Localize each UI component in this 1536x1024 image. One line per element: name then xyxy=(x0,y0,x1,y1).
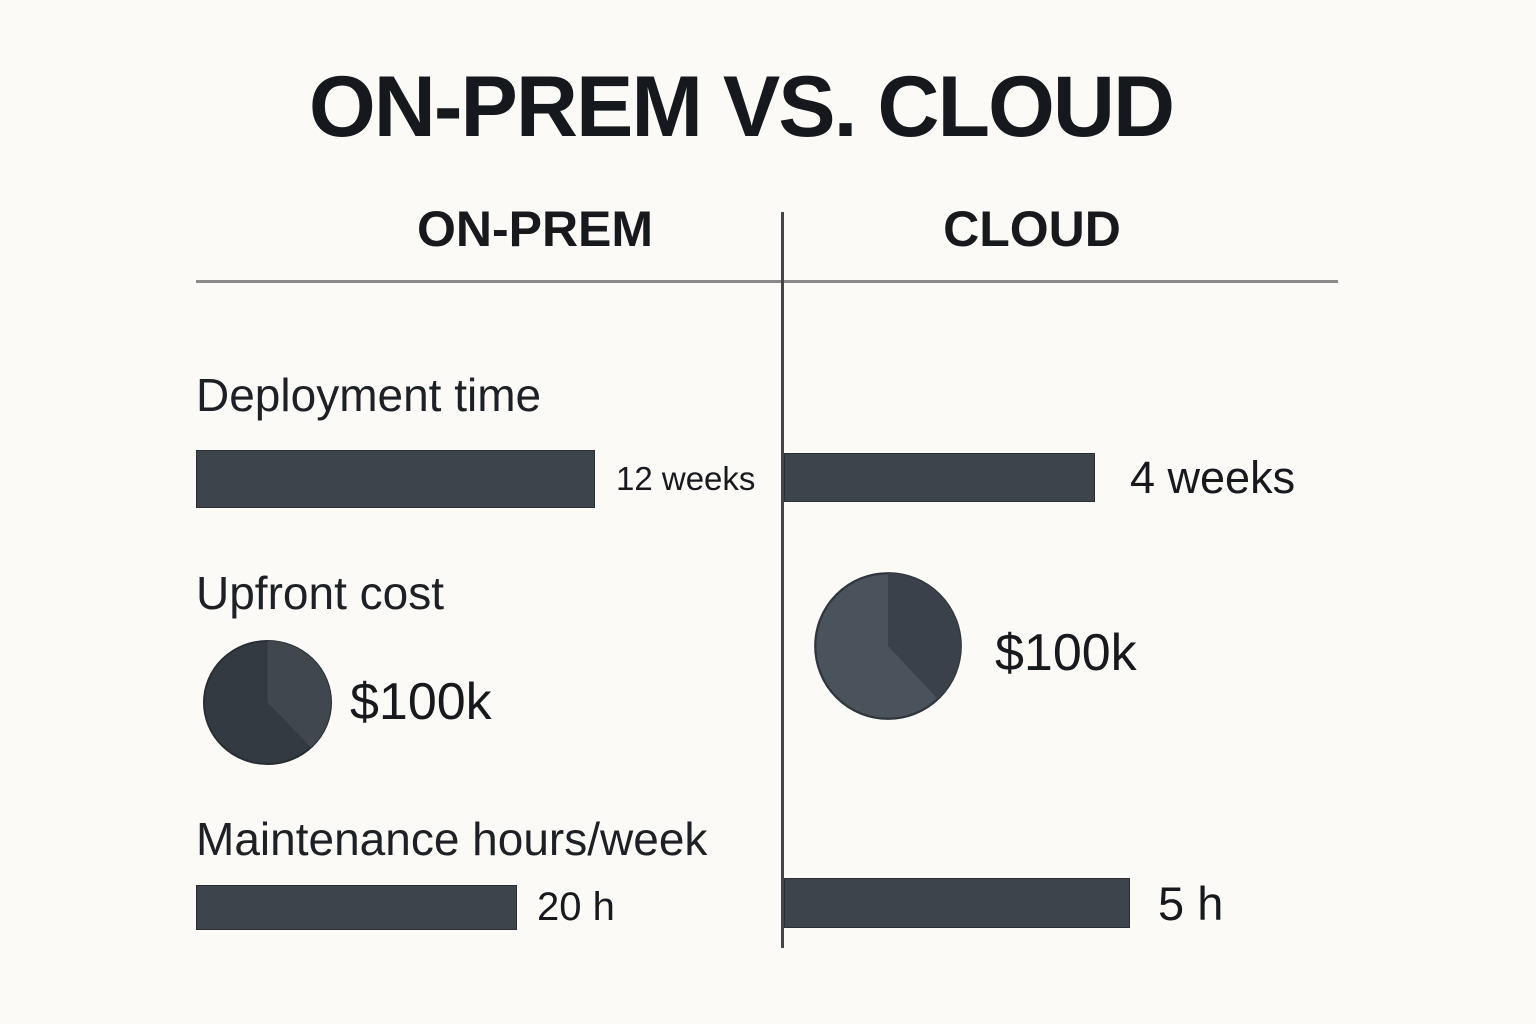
row-label-upfront-cost: Upfront cost xyxy=(196,567,444,619)
row-label-maintenance: Maintenance hours/week xyxy=(196,813,708,865)
value-upfront-cost-cloud: $100k xyxy=(995,624,1137,682)
header-divider-line xyxy=(196,280,1338,283)
page-title: ON-PREM VS. CLOUD xyxy=(308,59,1175,155)
bar-deployment-on-prem xyxy=(196,450,595,508)
value-maintenance-cloud: 5 h xyxy=(1158,876,1224,930)
column-divider-line xyxy=(781,212,784,948)
bar-deployment-cloud xyxy=(784,453,1095,502)
column-header-cloud: CLOUD xyxy=(943,201,1121,257)
value-maintenance-on-prem: 20 h xyxy=(537,885,615,929)
bar-maintenance-cloud xyxy=(784,878,1130,928)
pie-upfront-cost-on-prem xyxy=(202,639,333,766)
value-upfront-cost-on-prem: $100k xyxy=(350,673,492,731)
row-label-deployment-time: Deployment time xyxy=(196,369,542,421)
value-deployment-on-prem: 12 weeks xyxy=(616,460,756,497)
pie-upfront-cost-cloud xyxy=(814,572,962,720)
column-header-on-prem: ON-PREM xyxy=(416,201,654,257)
value-deployment-cloud: 4 weeks xyxy=(1130,452,1296,503)
bar-maintenance-on-prem xyxy=(196,885,517,930)
